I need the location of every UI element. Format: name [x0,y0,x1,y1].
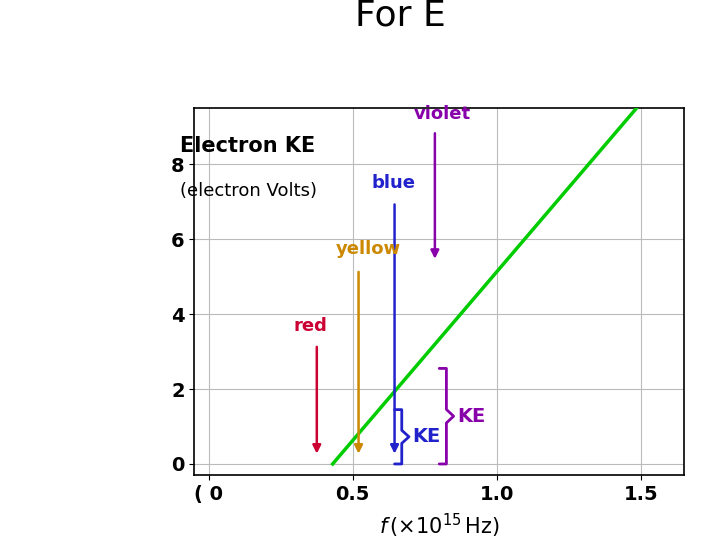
Text: yellow: yellow [336,240,400,258]
Text: violet: violet [413,105,470,123]
X-axis label: $f\,(\times 10^{15}\,\mathrm{Hz})$: $f\,(\times 10^{15}\,\mathrm{Hz})$ [379,512,500,540]
Text: KE: KE [413,427,441,446]
Text: (electron Volts): (electron Volts) [180,182,317,200]
Text: KE: KE [457,407,485,426]
Text: blue: blue [372,174,415,192]
Text: red: red [294,316,328,335]
Text: Electron KE: Electron KE [180,136,315,156]
Text: For E: For E [355,0,446,32]
